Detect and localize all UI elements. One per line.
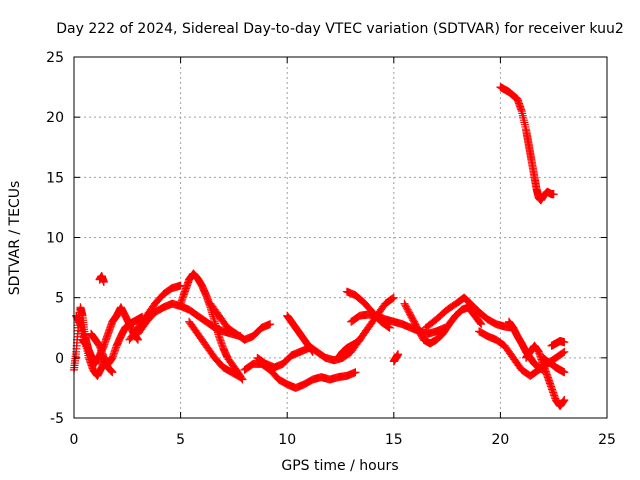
data-point — [385, 323, 394, 332]
y-axis-label: SDTVAR / TECUs — [7, 181, 23, 296]
x-tick-label: 0 — [70, 432, 79, 448]
y-tick-label: 25 — [46, 50, 64, 66]
y-tick-label: 20 — [46, 110, 64, 126]
data-point — [560, 395, 569, 404]
ticks — [73, 56, 608, 419]
x-tick-label: 5 — [176, 432, 185, 448]
series-arc-13 — [240, 359, 360, 392]
data-point — [394, 350, 403, 359]
series-arc-14 — [253, 344, 313, 372]
data-point — [384, 322, 393, 331]
series-arc-11 — [185, 317, 245, 382]
data-point — [559, 348, 568, 357]
x-tick-label: 25 — [598, 432, 616, 448]
x-tick-label: 10 — [278, 432, 296, 448]
series-arc-20 — [389, 350, 403, 366]
x-tick-labels: 0 5 10 15 20 25 — [70, 432, 616, 448]
y-tick-label: 15 — [46, 170, 64, 186]
series-arc-25 — [521, 341, 569, 410]
data-point — [389, 293, 398, 302]
data-point — [560, 338, 569, 347]
data-point — [99, 278, 108, 287]
chart-title: Day 222 of 2024, Sidereal Day-to-day VTE… — [56, 21, 624, 37]
series-arc-19 — [347, 310, 449, 338]
data-point — [388, 294, 397, 303]
series-arc-21 — [400, 299, 486, 348]
data-point — [236, 373, 245, 382]
series-arc-22 — [421, 293, 518, 332]
data-point — [560, 347, 569, 356]
data-point — [476, 319, 485, 328]
series-arc-26 — [539, 353, 569, 377]
y-tick-label: 0 — [55, 351, 64, 367]
data-point — [235, 372, 244, 381]
x-tick-label: 20 — [491, 432, 509, 448]
data-point — [108, 368, 117, 377]
data-point — [560, 368, 569, 377]
data-point — [355, 335, 364, 344]
y-tick-label: 10 — [46, 231, 64, 247]
data-point — [549, 190, 558, 199]
y-tick-label: 5 — [55, 291, 64, 307]
series-arc-17 — [334, 335, 364, 362]
x-tick-label: 15 — [385, 432, 403, 448]
series-arc-12 — [206, 299, 275, 344]
series-arc-27 — [547, 336, 569, 350]
series-arc-28 — [496, 83, 558, 205]
x-axis-label: GPS time / hours — [281, 458, 398, 474]
data-point — [266, 320, 275, 329]
data-point — [351, 368, 360, 377]
y-tick-labels: -5 0 5 10 15 20 25 — [46, 50, 64, 427]
data-point — [477, 320, 486, 329]
series-arc-05 — [95, 272, 108, 287]
y-tick-label: -5 — [50, 411, 64, 427]
